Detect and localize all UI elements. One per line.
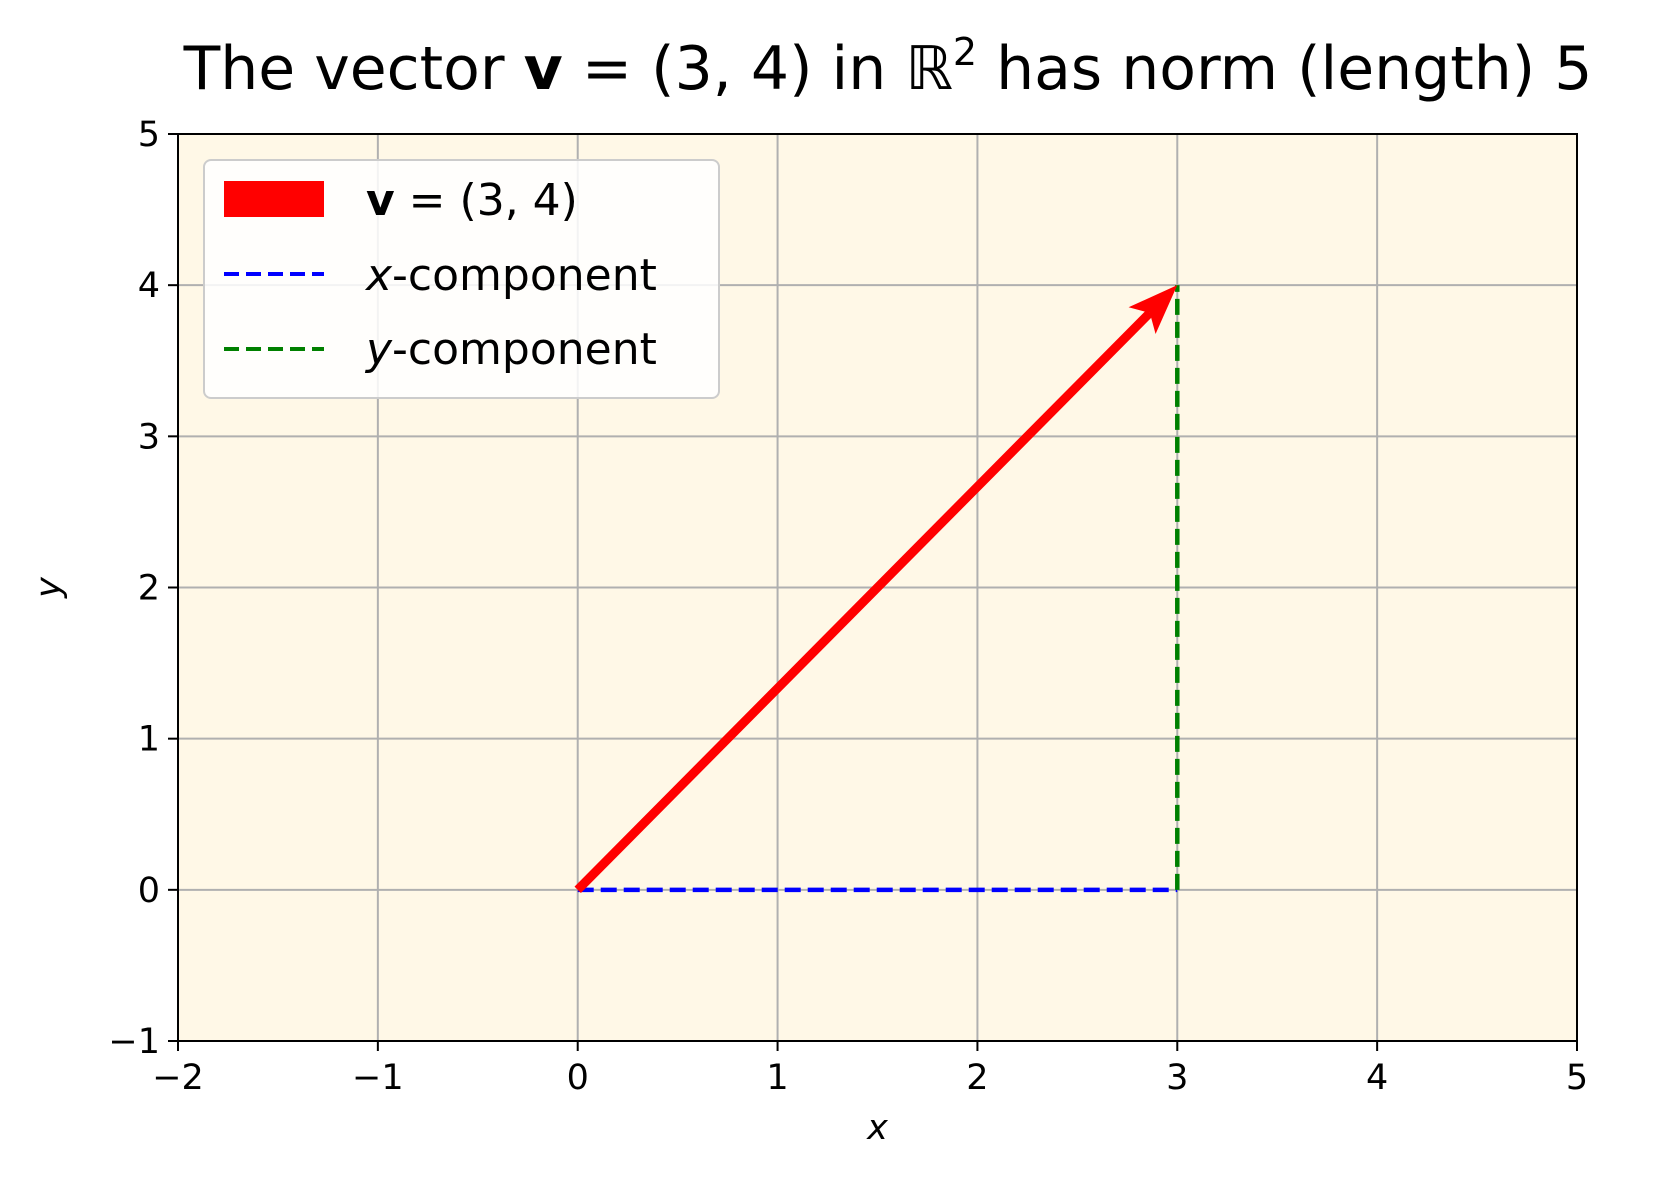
x-tick-label: −2 xyxy=(152,1058,204,1098)
legend-label-vector: v = (3, 4) xyxy=(366,175,578,226)
title-real-space-symbol: ℝ xyxy=(905,34,953,104)
series-layer xyxy=(574,285,1180,894)
x-tick-label: 1 xyxy=(766,1058,788,1098)
y-tick-label: 3 xyxy=(138,417,160,457)
x-tick-label: −1 xyxy=(352,1058,404,1098)
x-tick-label: 0 xyxy=(567,1058,589,1098)
legend: v = (3, 4) x-component y-component xyxy=(203,159,720,399)
legend-box xyxy=(203,159,720,399)
x-tick-label: 5 xyxy=(1566,1058,1588,1098)
vector-arrow xyxy=(574,285,1178,894)
y-axis-label: y xyxy=(29,576,69,599)
title-prefix: The vector xyxy=(183,34,524,104)
x-tick-label: 4 xyxy=(1366,1058,1388,1098)
chart-title: The vector v = (3, 4) in ℝ2 has norm (le… xyxy=(183,30,1593,104)
vector-arrow-head xyxy=(1128,285,1178,335)
legend-label-y-component: y-component xyxy=(364,324,657,375)
y-tick-label: 4 xyxy=(138,266,160,306)
x-tick-label: 2 xyxy=(966,1058,988,1098)
y-tick-label: 5 xyxy=(138,115,160,155)
x-tick-label: 3 xyxy=(1166,1058,1188,1098)
legend-label-x-component: x-component xyxy=(364,250,657,301)
title-vector-symbol: v xyxy=(524,34,563,104)
title-dimension-superscript: 2 xyxy=(953,30,977,74)
y-tick-label: −1 xyxy=(108,1022,160,1062)
y-tick-label: 2 xyxy=(138,569,160,609)
y-tick-label: 1 xyxy=(138,720,160,760)
x-axis-label: x xyxy=(866,1108,888,1148)
title-vector-value: = (3, 4) in xyxy=(563,34,906,104)
title-norm-text: has norm (length) 5 xyxy=(977,34,1592,104)
vector-arrow-shaft xyxy=(574,309,1154,894)
legend-swatch-vector xyxy=(224,181,324,217)
y-tick-label: 0 xyxy=(138,871,160,911)
